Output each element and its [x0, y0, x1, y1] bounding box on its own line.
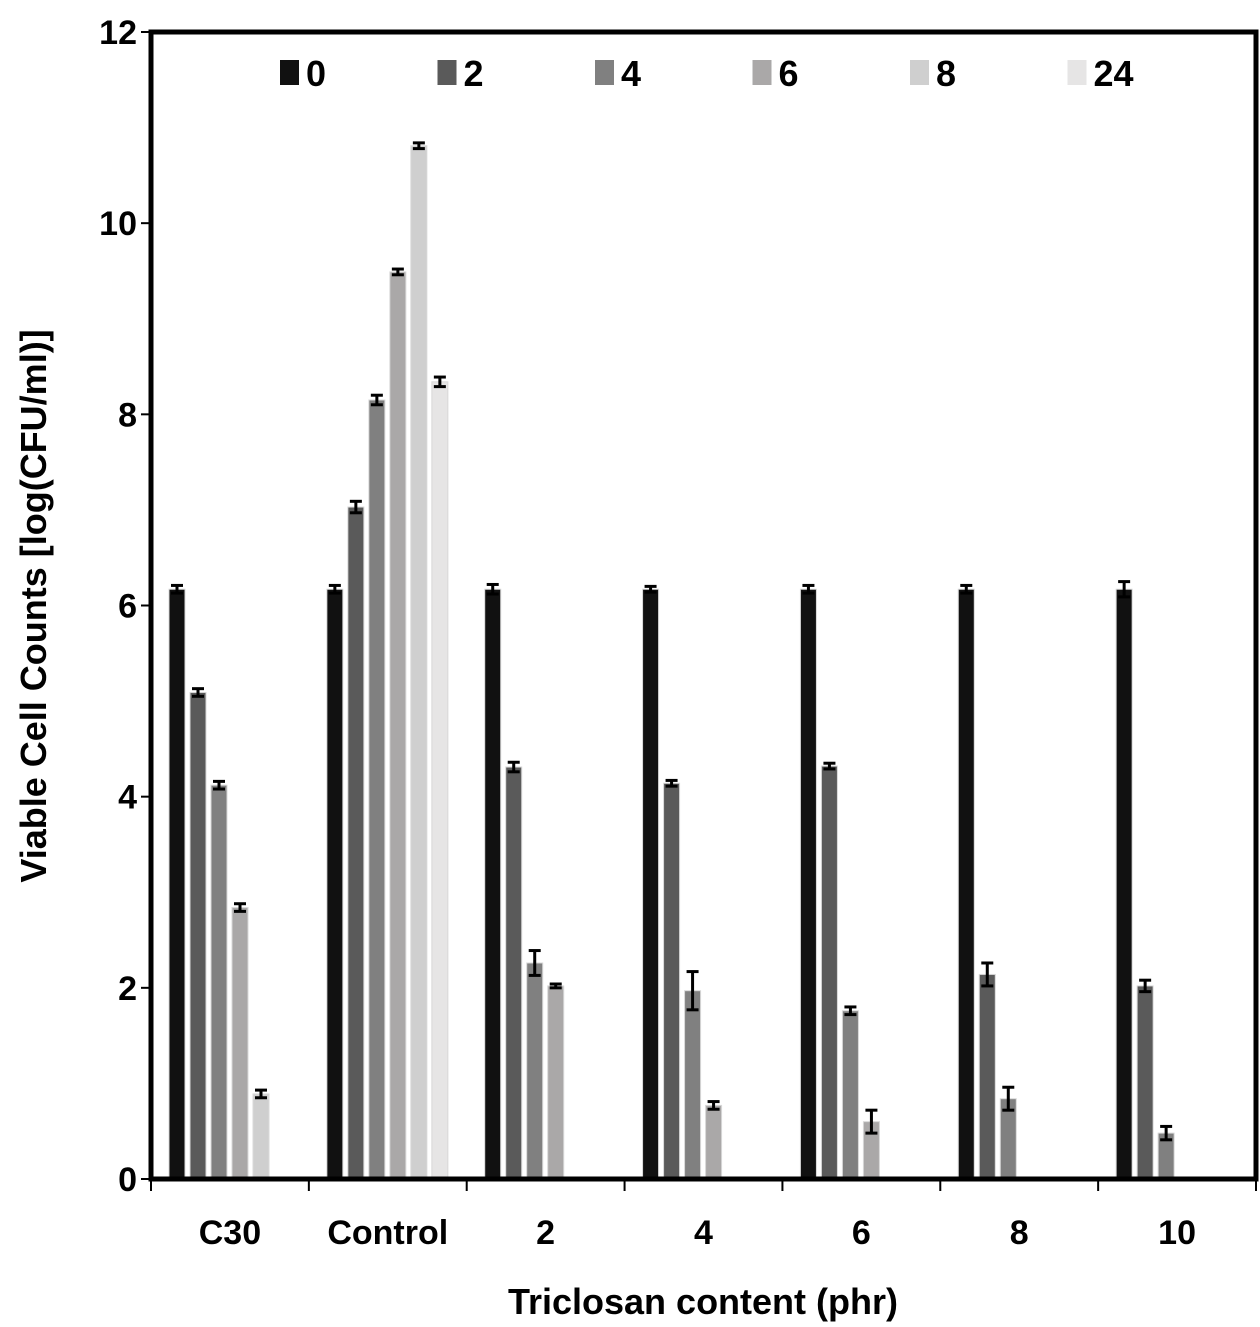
bar-8-t0: [957, 588, 975, 1180]
error-bar-10-t2: [1139, 978, 1152, 994]
bar-Control-t2: [347, 506, 365, 1180]
x-tick-label: C30: [199, 1214, 261, 1252]
bar-8-t2: [978, 973, 996, 1180]
bar-Control-t24: [431, 381, 449, 1180]
plot-frame: [148, 29, 1259, 1182]
bar-C30-t6: [231, 907, 249, 1180]
bar-2-t2: [505, 766, 523, 1180]
y-tick-label: 8: [118, 396, 137, 434]
error-bar-8-t2: [981, 961, 994, 988]
bar-4-t2: [663, 782, 681, 1180]
x-tick-label: 8: [1010, 1214, 1029, 1252]
x-tick-label: 4: [694, 1214, 713, 1252]
bar-Control-t0: [326, 588, 344, 1180]
legend-item-2: 2: [437, 53, 484, 94]
error-bar-4-t0: [644, 584, 657, 594]
bar-2-t0: [484, 588, 502, 1180]
legend-label: 0: [306, 53, 326, 94]
error-bar-C30-t8: [255, 1088, 267, 1100]
error-bar-6-t0: [802, 583, 815, 595]
error-bar-10-t4: [1160, 1124, 1173, 1142]
x-axis-title: Triclosan content (phr): [508, 1281, 898, 1322]
error-bar-6-t4: [844, 1005, 857, 1017]
error-bar-4-t4: [686, 970, 699, 1012]
x-tick-labels: C30 Control 2 4 6 8 10: [199, 1214, 1196, 1252]
error-bar-4-t6: [707, 1100, 720, 1111]
legend-swatch: [1067, 60, 1087, 85]
bar-10-t0: [1115, 588, 1133, 1180]
legend-item-4: 4: [595, 53, 641, 94]
bar-C30-t0: [168, 588, 186, 1180]
error-bar-8-t0: [960, 583, 973, 595]
legend-item-8: 8: [910, 53, 956, 94]
error-bar-2-t6: [549, 982, 562, 990]
error-bar-4-t2: [665, 778, 678, 788]
bar-4-t0: [642, 588, 660, 1180]
error-bar-2-t4: [528, 949, 541, 977]
y-tick-label: 10: [99, 205, 137, 243]
legend-swatch: [595, 60, 614, 85]
bar-4-t4: [684, 990, 702, 1180]
error-bar-Control-t8: [412, 141, 425, 151]
error-bar-C30-t0: [171, 583, 183, 595]
error-bar-Control-t4: [370, 393, 383, 407]
bar-4-t6: [705, 1104, 723, 1180]
y-tick-label: 4: [118, 779, 137, 817]
legend-label: 8: [936, 53, 956, 94]
axes-layer: [141, 29, 1259, 1191]
bar-6-t2: [820, 765, 838, 1180]
legend-swatch: [437, 60, 457, 85]
error-bar-10-t0: [1118, 580, 1131, 599]
x-tick-label: 6: [852, 1214, 871, 1252]
legend-swatch: [910, 60, 929, 85]
bars-layer: [168, 145, 1175, 1180]
y-tick-label: 0: [118, 1161, 137, 1199]
x-tick-label: Control: [327, 1214, 448, 1252]
legend-label: 24: [1094, 53, 1134, 94]
legend-label: 4: [621, 53, 641, 94]
error-bar-C30-t2: [192, 687, 204, 698]
legend-label: 6: [779, 53, 799, 94]
legend-item-24: 24: [1067, 53, 1134, 94]
legend-label: 2: [464, 53, 484, 94]
y-tick-labels: 0 2 4 6 8 10 12: [99, 14, 137, 1199]
error-bar-Control-t6: [391, 267, 404, 277]
error-bar-Control-t24: [433, 375, 446, 389]
x-tick-label: 2: [536, 1214, 555, 1252]
error-bar-6-t6: [865, 1108, 878, 1135]
bar-C30-t8: [252, 1093, 270, 1180]
error-bar-C30-t4: [213, 779, 225, 791]
y-axis-title: Viable Cell Counts [log(CFU/ml)]: [13, 329, 54, 882]
bar-Control-t6: [389, 271, 407, 1180]
error-bar-Control-t0: [328, 583, 341, 595]
error-bar-6-t2: [823, 761, 836, 771]
legend: 0 2 4 6 8 24: [280, 53, 1134, 94]
bar-2-t4: [526, 962, 544, 1180]
legend-item-6: 6: [752, 53, 799, 94]
bar-Control-t4: [368, 399, 386, 1180]
error-bar-2-t2: [507, 760, 520, 774]
legend-swatch: [280, 60, 299, 85]
bar-Control-t8: [410, 145, 428, 1180]
bar-2-t6: [547, 985, 565, 1180]
bar-6-t0: [799, 588, 817, 1180]
error-bar-2-t0: [486, 582, 499, 596]
y-tick-label: 2: [118, 970, 137, 1008]
error-bar-8-t4: [1002, 1085, 1015, 1112]
error-bars-layer: [171, 141, 1173, 1142]
legend-item-0: 0: [280, 53, 326, 94]
legend-swatch: [752, 60, 772, 85]
bar-C30-t4: [210, 784, 228, 1180]
bar-C30-t2: [189, 691, 207, 1180]
y-tick-label: 6: [118, 588, 137, 626]
bar-6-t4: [841, 1010, 859, 1180]
x-tick-label: 10: [1158, 1214, 1196, 1252]
y-tick-label: 12: [99, 14, 137, 52]
error-bar-Control-t2: [349, 499, 362, 515]
bar-10-t2: [1136, 985, 1154, 1180]
error-bar-C30-t6: [234, 902, 246, 913]
